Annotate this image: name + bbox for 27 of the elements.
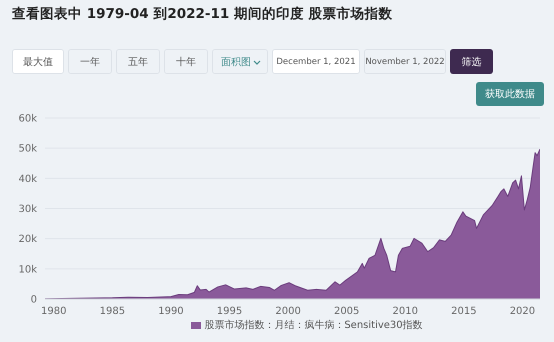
y-tick-label: 30k xyxy=(18,204,38,216)
text: 五年 xyxy=(116,49,160,74)
x-tick-label: 1985 xyxy=(100,306,126,318)
text: November 1, 2022 xyxy=(364,49,446,74)
y-tick-label: 50k xyxy=(18,144,38,155)
y-tick-label: 0 xyxy=(30,294,37,306)
x-tick-label: 1990 xyxy=(158,306,184,318)
text: 筛选 xyxy=(450,49,493,74)
x-tick-label: 2000 xyxy=(275,306,301,318)
x-tick-label: 1995 xyxy=(216,306,242,318)
text: 十年 xyxy=(164,49,208,74)
x-tick-label: 1980 xyxy=(41,306,67,318)
y-tick-label: 40k xyxy=(18,174,38,185)
text: 获取此数据 xyxy=(476,82,544,106)
x-tick-label: 2020 xyxy=(510,306,536,318)
legend-label: 股票市场指数：月结：疯牛病：Sensitive30指数 xyxy=(203,318,423,332)
x-tick-label: 2005 xyxy=(334,306,360,318)
chart-title: 查看图表中 1979-04 到2022-11 期间的印度 股票市场指数 xyxy=(12,5,393,23)
text: 最大值 xyxy=(12,49,64,74)
x-tick-label: 2015 xyxy=(451,306,477,318)
x-tick-label: 2010 xyxy=(392,306,418,318)
y-tick-label: 10k xyxy=(18,264,38,276)
y-tick-label: 60k xyxy=(18,114,38,125)
text: December 1, 2021 xyxy=(272,49,360,74)
y-tick-label: 20k xyxy=(18,234,38,246)
text: 一年 xyxy=(68,49,112,74)
text: 面积图 xyxy=(212,49,268,74)
